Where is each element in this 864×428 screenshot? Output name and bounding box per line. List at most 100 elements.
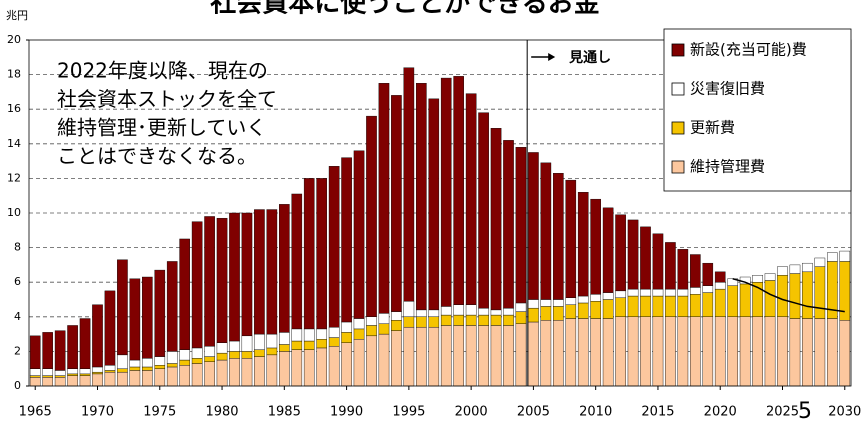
bar-segment — [714, 271, 726, 283]
bar-segment — [440, 77, 452, 307]
bar-segment — [104, 370, 116, 373]
bar-segment — [92, 371, 103, 375]
bar-segment — [677, 288, 689, 297]
bar-segment — [291, 193, 303, 330]
bar-segment — [465, 325, 477, 387]
bar-segment — [378, 333, 390, 387]
bar-segment — [503, 307, 514, 316]
bar-segment — [204, 216, 215, 347]
bar-segment — [540, 162, 552, 300]
bar-segment — [714, 282, 726, 290]
bar-segment — [727, 285, 738, 318]
bar-segment — [428, 326, 440, 387]
bar-segment — [727, 316, 738, 387]
annotation-text: ことはできなくなる。 — [57, 144, 257, 168]
bar-segment — [216, 352, 228, 361]
bar-segment — [229, 212, 240, 342]
bar-segment — [677, 249, 689, 290]
bar-segment — [303, 349, 315, 387]
bar-segment — [789, 318, 801, 387]
bar-segment — [254, 356, 265, 387]
bar-segment — [590, 294, 601, 302]
bar-segment — [166, 351, 178, 364]
x-tick-label: 2005 — [517, 405, 550, 420]
bar-segment — [440, 314, 452, 326]
legend-swatch — [671, 43, 685, 57]
bar-segment — [752, 316, 763, 387]
bar-segment — [627, 288, 639, 297]
bar-segment — [515, 302, 527, 312]
forecast-label: 見通し — [568, 50, 611, 66]
bar-segment — [553, 173, 564, 300]
bar-segment — [802, 262, 813, 273]
bar-segment — [515, 147, 527, 304]
bar-segment — [129, 366, 141, 371]
bar-segment — [540, 306, 552, 321]
bar-segment — [839, 250, 851, 262]
bar-segment — [652, 233, 664, 290]
bar-segment — [104, 365, 116, 371]
bar-segment — [279, 332, 290, 345]
y-tick-label: 10 — [7, 206, 21, 219]
bar-segment — [640, 316, 651, 387]
bar-segment — [602, 318, 614, 387]
bar-segment — [827, 252, 838, 262]
bar-segment — [254, 333, 265, 350]
bar-segment — [665, 316, 676, 387]
bar-segment — [652, 295, 664, 318]
bar-segment — [540, 299, 552, 307]
bar-segment — [690, 316, 701, 387]
bar-segment — [602, 292, 614, 300]
bar-segment — [690, 294, 701, 317]
bar-segment — [590, 318, 601, 387]
bar-segment — [266, 333, 278, 349]
bar-segment — [453, 76, 464, 305]
bar-segment — [191, 221, 203, 349]
x-tick-label: 2015 — [641, 405, 674, 420]
bar-segment — [54, 330, 66, 371]
bar-segment — [29, 335, 41, 369]
bar-segment — [503, 314, 514, 326]
bar-segment — [241, 335, 253, 352]
bar-segment — [328, 346, 340, 387]
bar-segment — [490, 314, 502, 326]
bar-segment — [241, 212, 253, 337]
bar-segment — [416, 83, 427, 311]
x-tick-label: 2030 — [828, 405, 861, 420]
bar-segment — [528, 321, 539, 387]
bar-segment — [291, 340, 303, 350]
y-tick-label: 2 — [14, 344, 21, 357]
bar-segment — [341, 332, 352, 343]
bar-segment — [104, 371, 116, 387]
bar-segment — [403, 316, 415, 328]
bar-segment — [254, 349, 265, 357]
bar-segment — [241, 358, 253, 387]
bar-segment — [67, 368, 78, 375]
bar-segment — [191, 363, 203, 387]
forecast-line — [732, 278, 845, 313]
bar-segment — [577, 295, 589, 304]
bar-segment — [752, 275, 763, 283]
bar-segment — [42, 377, 53, 387]
bar-segment — [129, 278, 141, 361]
bar-segment — [166, 261, 178, 352]
bar-segment — [453, 304, 464, 316]
bar-segment — [54, 370, 66, 376]
bar-segment — [640, 288, 651, 297]
bar-segment — [391, 95, 402, 312]
bar-segment — [652, 288, 664, 297]
bar-segment — [565, 318, 577, 387]
bar-segment — [179, 365, 190, 387]
bar-segment — [316, 347, 327, 387]
bar-segment — [453, 325, 464, 387]
bar-segment — [465, 93, 477, 305]
y-tick-label: 4 — [14, 310, 21, 323]
bar-segment — [553, 299, 564, 307]
bar-segment — [54, 377, 66, 387]
bar-segment — [54, 375, 66, 378]
bar-segment — [428, 98, 440, 311]
bar-segment — [79, 373, 91, 376]
bar-segment — [702, 262, 714, 286]
bar-segment — [204, 346, 215, 357]
bar-segment — [490, 128, 502, 311]
